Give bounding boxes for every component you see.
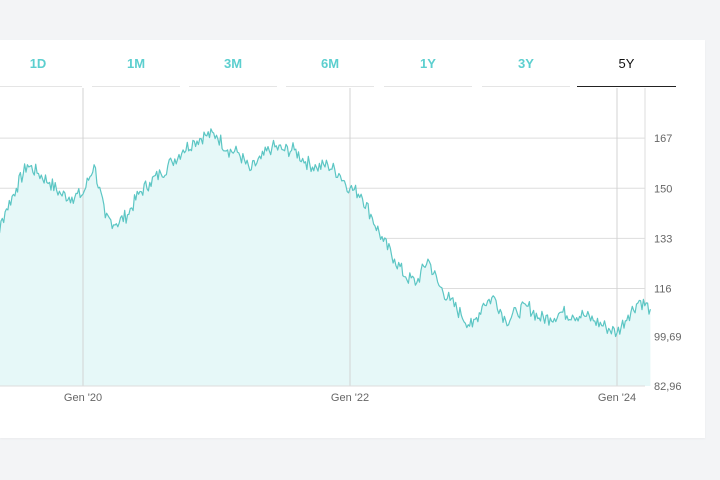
x-tick-label: Gen '20 [64,392,102,404]
tab-6m[interactable]: 6M [284,40,376,87]
price-chart: 82,96 99,69 116 133 150 167 Gen '20 Gen '22 Gen … [0,88,682,404]
y-tick-label: 167 [654,133,672,145]
tab-1m[interactable]: 1M [90,40,182,87]
y-tick-label: 116 [654,284,672,296]
y-tick-label: 82,96 [654,381,682,393]
tab-1d[interactable]: 1D [0,40,84,87]
y-tick-label: 150 [654,183,672,195]
tab-1y[interactable]: 1Y [382,40,474,87]
tab-3m[interactable]: 3M [187,40,279,87]
tab-3y[interactable]: 3Y [480,40,572,87]
x-tick-label: Gen '24 [598,392,636,404]
y-tick-label: 133 [654,233,672,245]
time-range-tabs: 1D 1M 3M 6M 1Y 3Y 5Y [0,40,705,88]
x-tick-label: Gen '22 [331,392,369,404]
series-line [0,128,651,338]
series-area [0,128,651,386]
tab-5y[interactable]: 5Y [577,40,676,87]
y-tick-label: 99,69 [654,332,682,344]
